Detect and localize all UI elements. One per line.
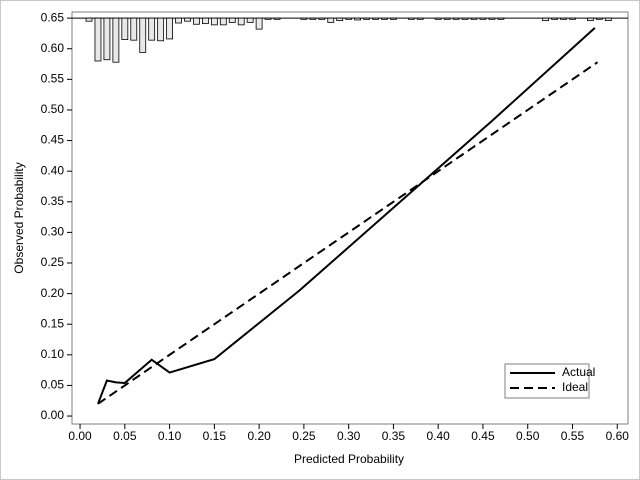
histogram-bar	[452, 17, 460, 20]
histogram-bar	[94, 17, 102, 62]
histogram-bar	[363, 17, 370, 20]
y-tick-label: 0.00	[41, 408, 65, 422]
histogram-bar	[300, 17, 308, 20]
x-axis-label: Predicted Probability	[294, 452, 404, 466]
histogram-bar	[309, 17, 317, 20]
histogram-bar	[210, 17, 218, 26]
x-tick-label: 0.00	[68, 429, 92, 443]
histogram-bar	[202, 17, 209, 25]
histogram-bar	[604, 17, 612, 21]
histogram-bar	[345, 17, 353, 20]
x-tick-label: 0.35	[382, 429, 406, 443]
histogram-bar	[497, 17, 505, 20]
y-tick-label: 0.55	[41, 72, 65, 86]
histogram-bar	[390, 17, 397, 20]
y-tick-label: 0.05	[41, 378, 65, 392]
y-tick-label: 0.30	[41, 225, 65, 239]
histogram-bar	[381, 17, 388, 20]
histogram-bar	[470, 17, 478, 20]
histogram-bar	[228, 17, 236, 23]
x-tick-label: 0.40	[427, 429, 451, 443]
histogram-bar	[318, 17, 326, 20]
histogram-bar	[327, 17, 335, 23]
histogram-bar	[166, 17, 173, 40]
y-tick-label: 0.35	[41, 194, 65, 208]
x-tick-label: 0.10	[158, 429, 182, 443]
histogram-bar	[569, 17, 576, 20]
histogram-bar	[273, 17, 281, 20]
histogram-bar	[542, 17, 550, 21]
histogram-bar	[130, 17, 138, 41]
histogram-bar	[112, 17, 120, 63]
y-tick-label: 0.15	[41, 316, 65, 330]
histogram-bar	[157, 17, 165, 42]
x-tick-label: 0.15	[203, 429, 227, 443]
x-tick-label: 0.45	[471, 429, 495, 443]
histogram-bar	[434, 17, 442, 20]
legend-label: Actual	[562, 365, 595, 379]
series-line	[97, 61, 599, 405]
histogram-bar	[121, 17, 129, 40]
histogram-bar	[416, 17, 424, 20]
histogram-bar	[175, 17, 182, 24]
x-tick-label: 0.30	[337, 429, 361, 443]
x-tick-label: 0.05	[113, 429, 137, 443]
y-tick-label: 0.60	[41, 41, 65, 55]
histogram-bar	[255, 17, 263, 30]
y-tick-label: 0.50	[41, 102, 65, 116]
y-axis-label: Observed Probability	[12, 162, 26, 273]
y-tick-label: 0.45	[41, 133, 65, 147]
legend-label: Ideal	[562, 380, 588, 394]
histogram-bar	[372, 17, 379, 20]
histogram-bar	[148, 17, 156, 41]
y-tick-label: 0.65	[41, 10, 65, 24]
histogram-bar	[103, 17, 111, 61]
histogram-bar	[560, 17, 567, 20]
histogram-bar	[586, 17, 594, 21]
histogram-bar	[246, 17, 254, 23]
y-tick-label: 0.20	[41, 286, 65, 300]
plot-frame	[71, 11, 629, 425]
histogram-bar	[264, 17, 272, 20]
histogram-bar	[479, 17, 487, 20]
x-tick-label: 0.25	[292, 429, 316, 443]
histogram-bar	[595, 17, 603, 20]
histogram-bar	[336, 17, 344, 21]
x-tick-label: 0.50	[516, 429, 540, 443]
x-tick-label: 0.55	[561, 429, 585, 443]
legend-box	[504, 363, 590, 399]
histogram-bar	[184, 17, 191, 22]
histogram-bar	[443, 17, 451, 20]
histogram-bar	[488, 17, 496, 20]
x-tick-label: 0.20	[247, 429, 271, 443]
histogram-bar	[193, 17, 200, 25]
histogram-bar	[551, 17, 558, 20]
y-tick-label: 0.25	[41, 255, 65, 269]
histogram-bar	[85, 17, 93, 22]
histogram-bar	[407, 17, 415, 20]
histogram-bar	[461, 17, 469, 20]
histogram-bar	[237, 17, 245, 26]
histogram-bar	[219, 17, 227, 26]
histogram-bar	[354, 17, 362, 21]
y-tick-label: 0.10	[41, 347, 65, 361]
x-tick-label: 0.60	[606, 429, 630, 443]
y-tick-label: 0.40	[41, 163, 65, 177]
histogram-bar	[139, 17, 147, 53]
series-line	[97, 27, 596, 405]
